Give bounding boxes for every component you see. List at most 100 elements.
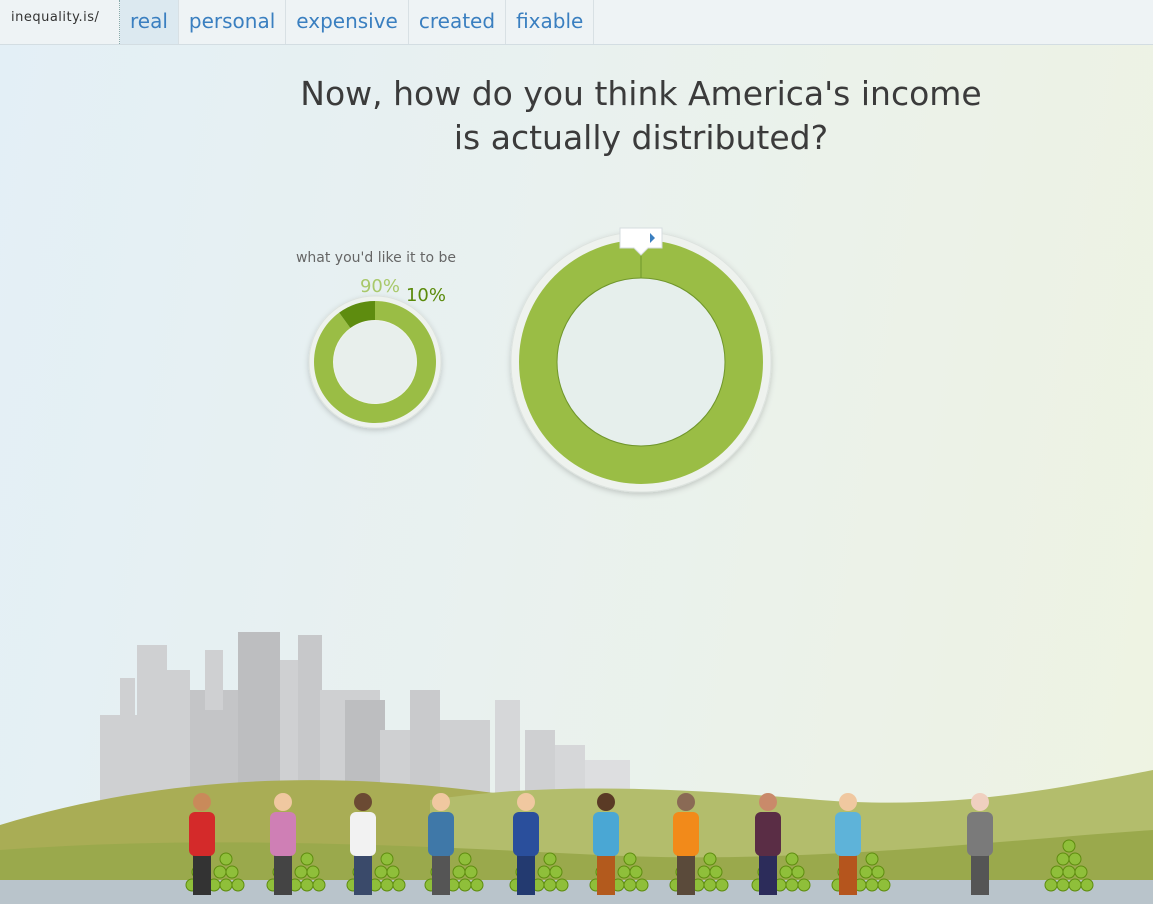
value-label: 90% [360, 276, 400, 297]
nav-bar: inequality.is/ real personal expensive crea… [0, 0, 1153, 45]
person-legs [597, 850, 615, 895]
money-bag [458, 852, 472, 866]
person-body [755, 812, 781, 856]
money-bag [213, 865, 227, 879]
actual-donut[interactable] [510, 231, 772, 493]
person-legs [759, 850, 777, 895]
person-body [189, 812, 215, 856]
nav-item[interactable]: personal [179, 0, 287, 44]
money-bag [865, 878, 879, 892]
person-head [971, 793, 989, 811]
person-head [597, 793, 615, 811]
money-bag [1056, 852, 1070, 866]
money-bag [629, 865, 643, 879]
person-legs [193, 850, 211, 895]
nav-item[interactable]: created [409, 0, 507, 44]
money-bag [300, 852, 314, 866]
money-bag [306, 865, 320, 879]
money-bag [392, 878, 406, 892]
money-bag [452, 865, 466, 879]
person-body [835, 812, 861, 856]
nav-item[interactable]: expensive [286, 0, 409, 44]
person-head [354, 793, 372, 811]
person-head [274, 793, 292, 811]
money-bag [470, 878, 484, 892]
person-head [677, 793, 695, 811]
person-head [759, 793, 777, 811]
heading: Now, how do you think America's income i… [241, 72, 1041, 160]
person-body [967, 812, 993, 856]
heading-line: is actually distributed? [453, 118, 829, 157]
money-bag [374, 865, 388, 879]
money-bag [1050, 865, 1064, 879]
money-bag [779, 865, 793, 879]
skyline [100, 632, 630, 807]
money-bag [859, 865, 873, 879]
money-bag [709, 865, 723, 879]
money-bag [380, 852, 394, 866]
value-label: 10% [406, 285, 446, 306]
chart-title: what you'd like it to be [296, 250, 456, 266]
money-bag [791, 865, 805, 879]
money-bag [549, 865, 563, 879]
person-body [428, 812, 454, 856]
money-bag [715, 878, 729, 892]
donut-segment [339, 301, 375, 329]
money-bag [543, 852, 557, 866]
money-bag [703, 878, 717, 892]
person-body [350, 812, 376, 856]
person-legs [677, 850, 695, 895]
money-bag [1074, 865, 1088, 879]
person-head [193, 793, 211, 811]
money-bag [623, 852, 637, 866]
money-bag [1068, 878, 1082, 892]
nav-item[interactable]: fixable [506, 0, 595, 44]
small-donut-hole [334, 321, 416, 403]
money-bag [1056, 878, 1070, 892]
heading-line: Now, how do you think America's income [300, 74, 982, 113]
money-bag [386, 865, 400, 879]
people [185, 793, 1094, 895]
money-bag [458, 878, 472, 892]
money-bag [380, 878, 394, 892]
money-bag [1062, 839, 1076, 853]
money-bag [785, 878, 799, 892]
donut-segment [314, 301, 437, 424]
money-bag [1080, 878, 1094, 892]
money-bag [312, 878, 326, 892]
money-bag [537, 865, 551, 879]
money-bag [225, 865, 239, 879]
money-bag [871, 865, 885, 879]
money-bag [1062, 865, 1076, 879]
money-bag [877, 878, 891, 892]
person-body [513, 812, 539, 856]
money-bag [635, 878, 649, 892]
money-bag [464, 865, 478, 879]
money-bag [555, 878, 569, 892]
money-bag [697, 865, 711, 879]
money-bag [623, 878, 637, 892]
drag-handle[interactable] [619, 227, 663, 256]
nav-item[interactable]: real [120, 0, 179, 44]
money-bag [300, 878, 314, 892]
money-bag [219, 878, 233, 892]
money-bag [785, 852, 799, 866]
money-bag [1068, 852, 1082, 866]
brand[interactable]: inequality.is/ [0, 0, 120, 44]
person-body [270, 812, 296, 856]
money-bag [617, 865, 631, 879]
small-donut [314, 301, 437, 424]
person-head [517, 793, 535, 811]
money-bag [797, 878, 811, 892]
person-legs [354, 850, 372, 895]
person-body [593, 812, 619, 856]
person-legs [839, 850, 857, 895]
person-legs [971, 850, 989, 895]
person-legs [432, 850, 450, 895]
money-bag [543, 878, 557, 892]
person-head [432, 793, 450, 811]
person-body [673, 812, 699, 856]
money-bag [294, 865, 308, 879]
